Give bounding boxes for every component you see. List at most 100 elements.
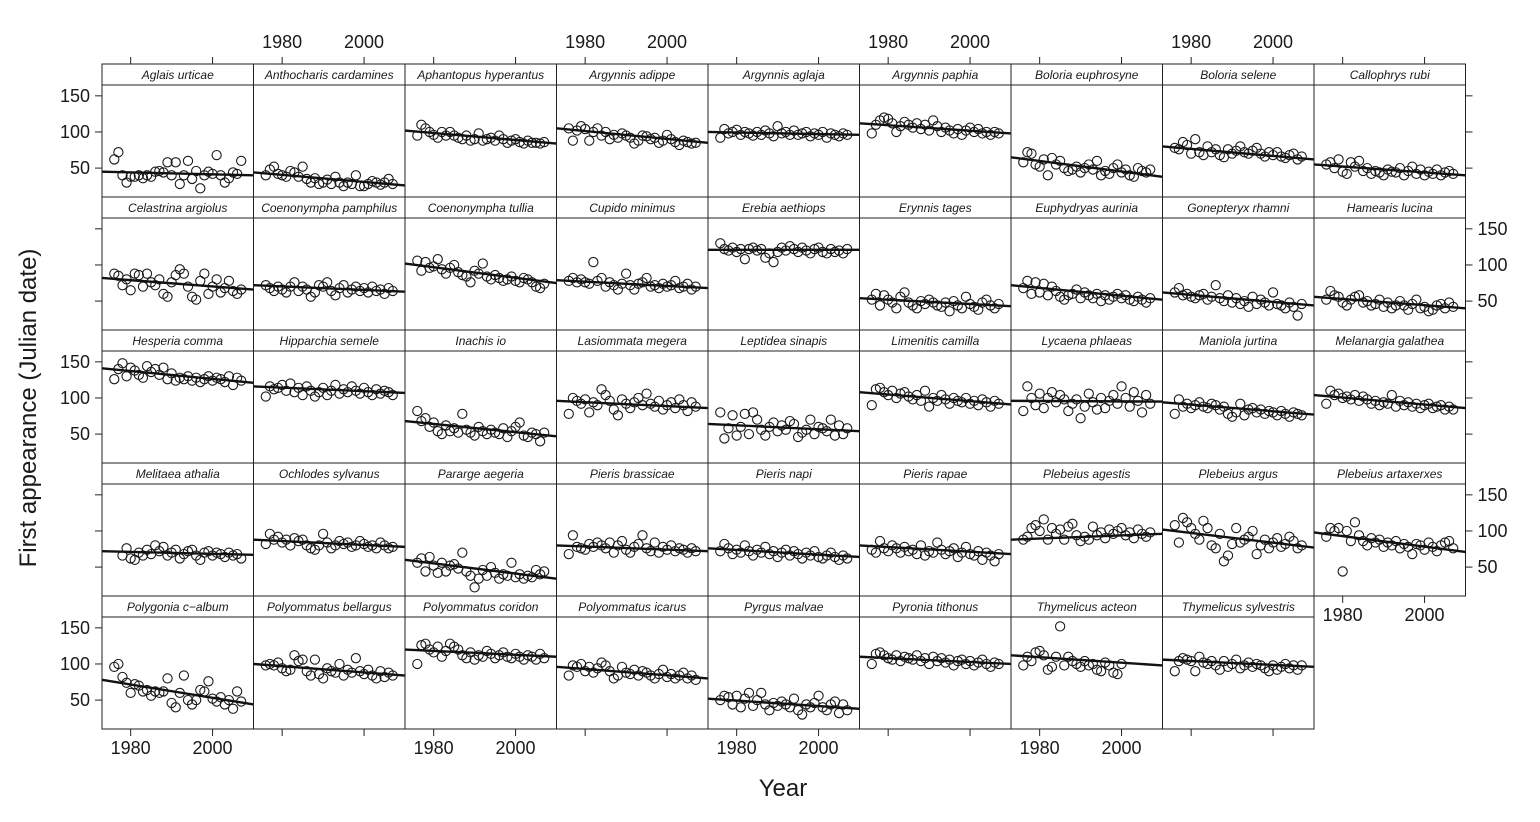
x-tick-label: 1980 [565,32,605,52]
trend-line [253,284,406,293]
panel: Maniola jurtina [1162,329,1315,464]
data-point [211,274,222,285]
data-point [170,544,181,555]
data-point [977,128,988,139]
data-point [686,138,697,149]
data-point [1136,407,1148,418]
trend-line [556,278,709,290]
trend-line [253,171,406,187]
panel: Argynnis aglaja [707,63,860,198]
data-point [1075,413,1086,424]
data-point [489,427,501,438]
x-tick-label: 2000 [1253,32,1293,52]
data-point [113,147,124,158]
trend-line [859,297,1012,308]
data-point [498,569,509,580]
panel: Hesperia comma [101,329,254,464]
panel-frame [101,329,254,464]
data-point [690,674,701,686]
data-point [1214,528,1225,540]
strip-label: Pyrgus malvae [744,600,824,614]
data-point [125,285,136,296]
panel: Pararge aegeria [404,462,557,597]
data-point [125,553,136,564]
data-point [317,528,329,540]
data-point [604,395,615,407]
data-point [469,430,480,441]
data-point [1284,149,1295,161]
data-point [1145,398,1156,409]
y-tick-label: 100 [60,122,90,142]
strip-label: Leptidea sinapis [740,334,827,348]
panel-frame [707,196,860,331]
data-point [1038,650,1049,661]
data-point [1018,660,1029,671]
panel: Euphydryas aurinia [1010,196,1163,331]
data-point [1054,621,1066,632]
panel: Celastrina argiolus [101,196,254,331]
data-point [199,268,210,279]
data-point [756,687,767,699]
strip-label: Argynnis aglaja [742,68,825,82]
panel: Polyommatus icarus [556,595,709,730]
panel: Erebia aethiops [707,196,860,331]
panel: Limenitis camilla [859,329,1012,464]
data-point [797,709,808,720]
data-point [1091,664,1103,675]
data-point [506,557,517,568]
data-point [342,177,353,188]
data-point [182,155,194,167]
data-point [1173,537,1185,548]
panel-frame [1010,196,1163,331]
data-point [1448,404,1459,415]
panel-frame [556,63,709,198]
strip-label: Maniola jurtina [1199,334,1277,348]
panel: Hamearis lucina [1313,196,1466,331]
trend-line [101,550,254,557]
trend-line [1162,291,1315,307]
trend-line [404,129,557,145]
data-point [1071,394,1082,405]
data-point [309,654,321,665]
strip-label: Cupido minimus [589,201,675,215]
y-tick-label: 150 [1478,219,1508,239]
strip-label: Plebeius artaxerxes [1337,467,1442,481]
data-point [170,702,181,713]
data-point [739,408,751,420]
data-point [1222,550,1234,561]
panel-frame [253,462,406,597]
x-tick-label: 1980 [868,32,908,52]
data-point [735,702,746,713]
data-point [1370,165,1381,177]
x-tick-label: 1980 [1171,32,1211,52]
data-point [715,407,726,418]
data-point [297,161,308,172]
strip-label: Polyommatus coridon [423,600,539,614]
strip-label: Thymelicus acteon [1037,600,1137,614]
data-point [162,291,173,302]
panel: Boloria selene [1162,63,1315,198]
data-point [1321,398,1332,409]
data-point [113,658,124,670]
data-point [1337,566,1348,577]
data-point [870,547,882,558]
strip-label: Melanargia galathea [1335,334,1444,348]
panel: Thymelicus sylvestris [1162,595,1315,730]
data-point [1231,522,1242,534]
x-tick-label: 2000 [647,32,687,52]
data-point [1190,666,1201,677]
trend-line [707,422,860,433]
strip-label: Boloria euphrosyne [1035,68,1139,82]
data-point [805,414,816,425]
data-point [268,384,280,395]
y-tick-label: 50 [70,158,90,178]
trend-line [101,276,254,291]
panel-frame [1162,462,1315,597]
strip-label: Lycaena phlaeas [1041,334,1132,348]
data-point [1034,388,1045,399]
data-point [1022,275,1033,287]
data-point [674,282,685,294]
trend-line [1313,393,1466,410]
panel-frame [859,196,1012,331]
data-point [874,300,886,311]
